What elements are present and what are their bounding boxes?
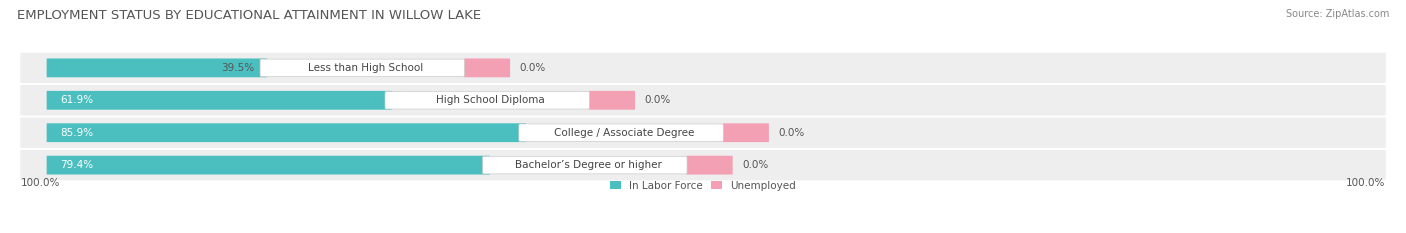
Text: 0.0%: 0.0% <box>645 95 671 105</box>
FancyBboxPatch shape <box>686 156 733 175</box>
Text: 0.0%: 0.0% <box>520 63 546 73</box>
Text: EMPLOYMENT STATUS BY EDUCATIONAL ATTAINMENT IN WILLOW LAKE: EMPLOYMENT STATUS BY EDUCATIONAL ATTAINM… <box>17 9 481 22</box>
Text: 61.9%: 61.9% <box>60 95 93 105</box>
FancyBboxPatch shape <box>46 123 526 142</box>
Text: 39.5%: 39.5% <box>221 63 254 73</box>
FancyBboxPatch shape <box>20 85 1386 116</box>
FancyBboxPatch shape <box>589 91 636 110</box>
FancyBboxPatch shape <box>20 53 1386 83</box>
FancyBboxPatch shape <box>46 58 267 77</box>
FancyBboxPatch shape <box>723 123 769 142</box>
FancyBboxPatch shape <box>46 156 489 175</box>
FancyBboxPatch shape <box>46 91 392 110</box>
Text: College / Associate Degree: College / Associate Degree <box>554 128 695 138</box>
Text: 0.0%: 0.0% <box>779 128 804 138</box>
FancyBboxPatch shape <box>20 117 1386 148</box>
Text: High School Diploma: High School Diploma <box>436 95 546 105</box>
FancyBboxPatch shape <box>464 58 510 77</box>
Text: Bachelor’s Degree or higher: Bachelor’s Degree or higher <box>515 160 662 170</box>
Text: 100.0%: 100.0% <box>21 178 60 188</box>
Text: 0.0%: 0.0% <box>742 160 769 170</box>
Text: 79.4%: 79.4% <box>60 160 93 170</box>
FancyBboxPatch shape <box>260 59 464 77</box>
Text: Source: ZipAtlas.com: Source: ZipAtlas.com <box>1285 9 1389 19</box>
FancyBboxPatch shape <box>385 92 589 109</box>
FancyBboxPatch shape <box>519 124 723 141</box>
FancyBboxPatch shape <box>20 150 1386 180</box>
Text: 100.0%: 100.0% <box>1346 178 1385 188</box>
Text: Less than High School: Less than High School <box>308 63 423 73</box>
Text: 85.9%: 85.9% <box>60 128 93 138</box>
Legend: In Labor Force, Unemployed: In Labor Force, Unemployed <box>606 176 800 195</box>
FancyBboxPatch shape <box>482 156 688 174</box>
